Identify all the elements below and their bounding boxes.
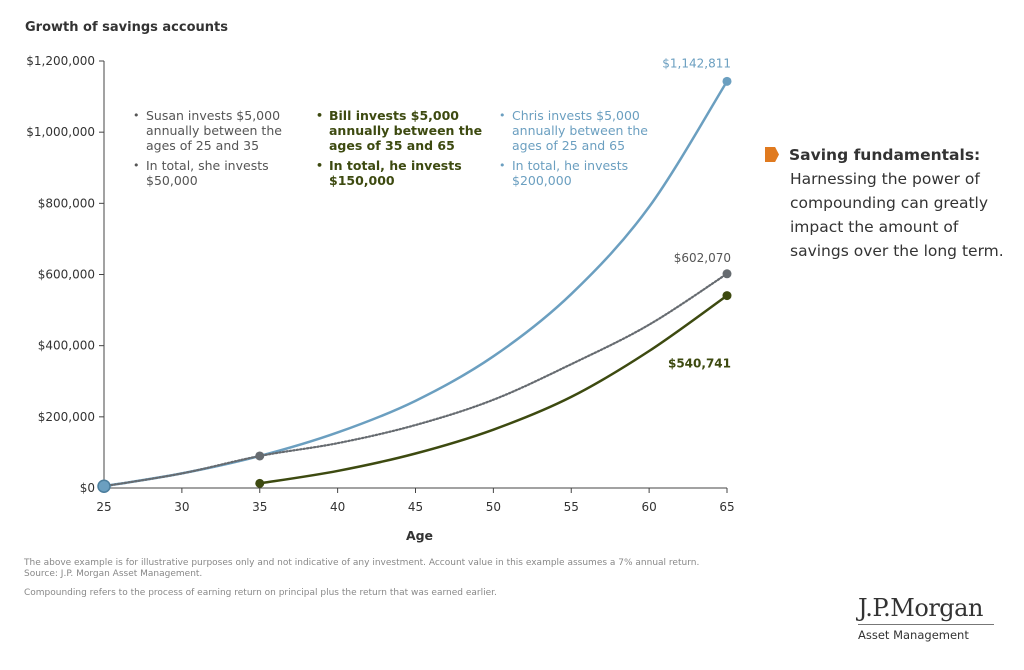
x-tick-label: 55 <box>564 500 579 514</box>
data-label-susan: $602,070 <box>674 251 731 265</box>
brand-name: J.P.Morgan <box>858 594 983 622</box>
x-tick-label: 45 <box>408 500 423 514</box>
brand-logo: J.P.Morgan Asset Management <box>858 595 994 642</box>
marker-start-age-25 <box>97 479 111 493</box>
marker-bill-start <box>255 478 265 488</box>
annotation-susan-line-1: Susan invests $5,000 annually between th… <box>133 108 303 153</box>
x-tick-label: 65 <box>719 500 734 514</box>
x-tick-label: 40 <box>330 500 345 514</box>
y-tick-label: $800,000 <box>38 196 95 210</box>
annotation-chris-line-1: Chris invests $5,000 annually between th… <box>499 108 674 153</box>
savings-growth-chart: $0 $200,000 $400,000 $600,000 $800,000 $1,000… <box>26 54 734 543</box>
annotation-chris-line-2: In total, he invests $200,000 <box>499 158 674 188</box>
marker-susan-end <box>722 269 732 279</box>
data-label-chris: $1,142,811 <box>662 56 731 70</box>
footnotes: The above example is for illustrative pu… <box>24 558 804 599</box>
marker-bill-end <box>722 291 732 301</box>
y-tick-label: $400,000 <box>38 339 95 353</box>
side-note: Saving fundamentals: Harnessing the powe… <box>765 143 1015 263</box>
y-tick-label: $200,000 <box>38 410 95 424</box>
footnote-definition: Compounding refers to the process of ear… <box>24 588 497 598</box>
annotation-bill-line-2: In total, he invests $150,000 <box>316 158 491 188</box>
footnote-disclaimer: The above example is for illustrative pu… <box>24 558 700 568</box>
annotation-susan-line-2: In total, she invests $50,000 <box>133 158 303 188</box>
x-tick-label: 30 <box>174 500 189 514</box>
y-tick-label: $1,000,000 <box>26 125 95 139</box>
x-tick-label: 35 <box>252 500 267 514</box>
y-tick-label: $0 <box>80 481 95 495</box>
pointer-arrow-icon <box>765 147 779 162</box>
side-note-title: Saving fundamentals: <box>789 146 981 164</box>
side-note-body: Harnessing the power of compounding can … <box>790 170 1004 260</box>
x-tick-label: 60 <box>641 500 656 514</box>
x-tick-label: 25 <box>96 500 111 514</box>
annotation-bill: Bill invests $5,000 annually between the… <box>316 108 491 193</box>
marker-susan-stop-age-35 <box>255 451 265 461</box>
y-tick-label: $600,000 <box>38 268 95 282</box>
annotation-susan: Susan invests $5,000 annually between th… <box>133 108 303 193</box>
annotation-bill-line-1: Bill invests $5,000 annually between the… <box>316 108 491 153</box>
annotation-chris: Chris invests $5,000 annually between th… <box>499 108 674 193</box>
y-tick-label: $1,200,000 <box>26 54 95 68</box>
footnote-source: Source: J.P. Morgan Asset Management. <box>24 569 203 579</box>
marker-chris-end <box>722 76 732 86</box>
series-line-susan <box>102 272 729 488</box>
brand-subtitle: Asset Management <box>858 624 994 642</box>
series-line-bill <box>258 294 729 485</box>
data-label-bill: $540,741 <box>668 357 731 371</box>
x-axis-title: Age <box>406 528 433 543</box>
x-tick-label: 50 <box>486 500 501 514</box>
chart-title: Growth of savings accounts <box>25 20 228 35</box>
